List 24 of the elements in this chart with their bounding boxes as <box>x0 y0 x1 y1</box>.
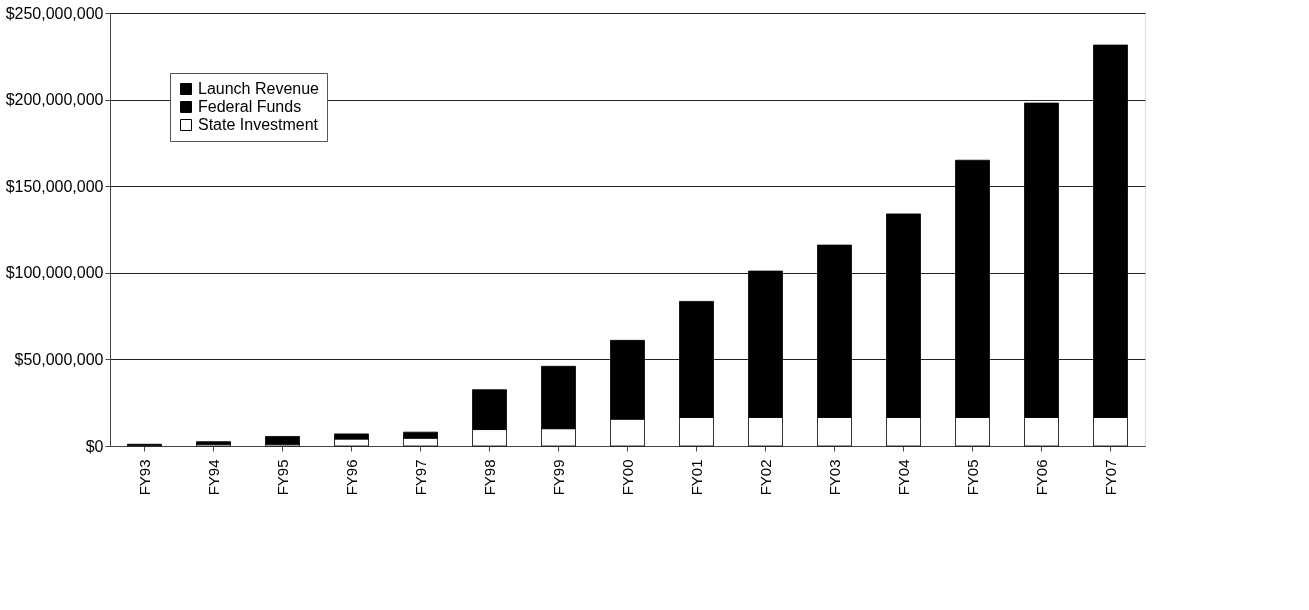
x-tick-label: FY94 <box>204 459 222 496</box>
x-tick-label: FY95 <box>273 459 291 496</box>
y-tick-label: $50,000,000 <box>14 350 104 368</box>
y-tick-label: $200,000,000 <box>5 91 104 109</box>
y-tick-label: $0 <box>85 437 104 455</box>
legend-label: Launch Revenue <box>198 80 320 97</box>
x-tick-label: FY01 <box>687 459 705 496</box>
x-tick-label: FY96 <box>342 459 360 496</box>
x-tick-label: FY07 <box>1101 459 1119 496</box>
x-tick-label: FY98 <box>480 459 498 496</box>
y-tick-label: $250,000,000 <box>5 4 104 22</box>
x-tick-label: FY06 <box>1032 459 1050 496</box>
x-tick-label: FY05 <box>963 459 981 496</box>
x-tick-label: FY93 <box>135 459 153 496</box>
x-tick-label: FY02 <box>756 459 774 496</box>
legend-label: State Investment <box>198 116 319 133</box>
x-tick-label: FY03 <box>825 459 843 496</box>
y-tick-label: $150,000,000 <box>5 177 104 195</box>
x-tick-label: FY00 <box>618 459 636 496</box>
legend-label: Federal Funds <box>198 98 302 115</box>
x-tick-label: FY99 <box>549 459 567 496</box>
x-tick-label: FY97 <box>411 459 429 496</box>
y-tick-label: $100,000,000 <box>5 264 104 282</box>
x-tick-label: FY04 <box>894 459 912 496</box>
